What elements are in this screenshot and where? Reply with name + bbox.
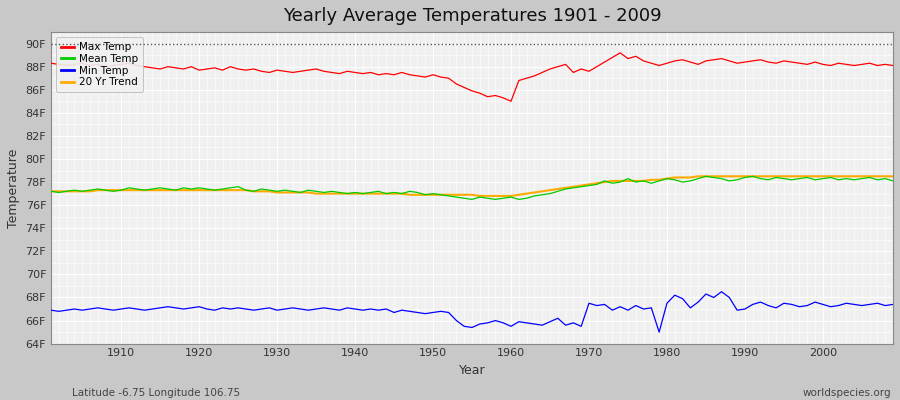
Text: Latitude -6.75 Longitude 106.75: Latitude -6.75 Longitude 106.75: [72, 388, 240, 398]
Legend: Max Temp, Mean Temp, Min Temp, 20 Yr Trend: Max Temp, Mean Temp, Min Temp, 20 Yr Tre…: [56, 37, 143, 92]
Y-axis label: Temperature: Temperature: [7, 148, 20, 228]
X-axis label: Year: Year: [459, 364, 485, 377]
Title: Yearly Average Temperatures 1901 - 2009: Yearly Average Temperatures 1901 - 2009: [283, 7, 662, 25]
Text: worldspecies.org: worldspecies.org: [803, 388, 891, 398]
